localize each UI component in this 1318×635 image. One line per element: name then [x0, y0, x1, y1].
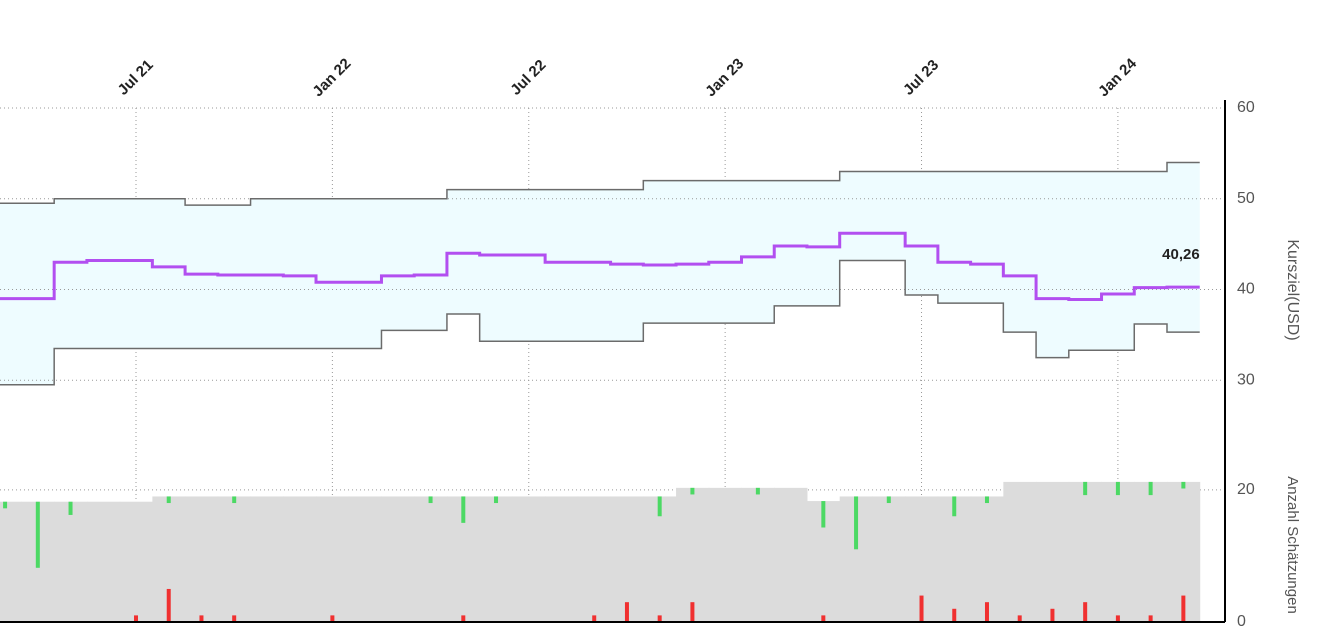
cut-bar	[919, 595, 924, 622]
raise-bar	[657, 496, 662, 517]
raise-bar	[821, 501, 826, 528]
count-bar	[676, 487, 710, 622]
series-line	[0, 161, 1200, 206]
cut-bar	[1050, 608, 1055, 622]
cut-bar	[166, 588, 171, 622]
x-tick-label: Jul 23	[900, 57, 942, 99]
count-bar	[774, 487, 808, 622]
y-tick-label: 40	[1237, 281, 1255, 298]
range-band	[0, 162, 1200, 385]
count-bar	[1003, 481, 1037, 622]
count-bar	[479, 496, 513, 622]
y-tick-label: 60	[1237, 99, 1255, 116]
y-axis-label: Anzahl Schätzungen	[1284, 476, 1301, 614]
count-bar	[381, 496, 415, 622]
raise-bar	[1083, 481, 1088, 496]
count-bar	[872, 496, 906, 622]
count-bar	[1036, 481, 1070, 622]
cut-bar	[461, 615, 466, 622]
cut-bar	[624, 602, 629, 622]
raise-bar	[494, 496, 499, 504]
count-bar	[937, 496, 972, 622]
x-tick-label: Jan 24	[1095, 55, 1141, 101]
raise-bar	[3, 501, 8, 509]
count-bar	[577, 496, 612, 622]
raise-bar	[1148, 481, 1153, 496]
series-line	[0, 259, 1200, 386]
cut-bar	[1115, 615, 1120, 622]
raise-bar	[232, 496, 237, 504]
cut-bar	[232, 615, 237, 622]
raise-bar	[461, 496, 466, 523]
raise-bar	[854, 496, 859, 550]
count-bar	[545, 496, 579, 622]
cut-bar	[657, 615, 662, 622]
count-bar	[0, 501, 22, 622]
count-bar	[512, 496, 546, 622]
cut-bar	[952, 608, 957, 622]
cut-bar	[330, 615, 335, 622]
count-bar	[283, 496, 317, 622]
cut-bar	[1083, 602, 1088, 622]
x-tick-label: Jan 23	[702, 55, 747, 100]
cut-bar	[690, 602, 695, 622]
cut-bar	[134, 615, 138, 622]
raise-bar	[35, 501, 40, 568]
count-bar	[119, 501, 153, 622]
raise-bar	[428, 496, 433, 504]
count-bar	[741, 487, 775, 622]
count-bar	[1068, 481, 1103, 622]
count-bar	[86, 501, 121, 622]
count-bar	[217, 496, 252, 622]
count-bar	[185, 496, 219, 622]
y-tick-label: 50	[1237, 190, 1255, 207]
y-tick-label: 30	[1237, 371, 1255, 388]
count-bar	[970, 496, 1004, 622]
cut-bar	[592, 615, 597, 622]
raise-bar	[886, 496, 891, 504]
raise-bar	[755, 487, 760, 495]
x-tick-label: Jul 21	[115, 57, 157, 99]
cut-bar	[1181, 595, 1186, 622]
raise-bar	[952, 496, 957, 517]
count-bar	[1134, 481, 1168, 622]
raise-bar	[1115, 481, 1120, 496]
count-bar	[250, 496, 284, 622]
x-tick-label: Jan 22	[309, 55, 354, 100]
cut-bar	[984, 602, 989, 622]
count-bar	[54, 501, 88, 622]
count-bar	[708, 487, 743, 622]
count-bar	[414, 496, 448, 622]
count-bar	[1101, 481, 1135, 622]
raise-bar	[690, 487, 695, 495]
y-tick-label: 0	[1237, 613, 1246, 630]
cut-bar	[1148, 615, 1153, 622]
count-bar	[643, 496, 677, 622]
y-axis-label: Kursziel(USD)	[1284, 239, 1301, 340]
cut-bar	[1017, 615, 1022, 622]
raise-bar	[1181, 481, 1186, 489]
count-bar	[348, 496, 382, 622]
cut-bar	[821, 615, 826, 622]
count-bar	[316, 496, 350, 622]
count-bar	[610, 496, 644, 622]
raise-bar	[166, 496, 171, 504]
value-label: 40,26	[1162, 246, 1200, 263]
y-tick-label: 20	[1237, 481, 1255, 498]
raise-bar	[984, 496, 989, 504]
raise-bar	[68, 501, 73, 515]
cut-bar	[199, 615, 204, 622]
x-tick-label: Jul 22	[507, 57, 549, 99]
series-line	[0, 231, 1200, 301]
